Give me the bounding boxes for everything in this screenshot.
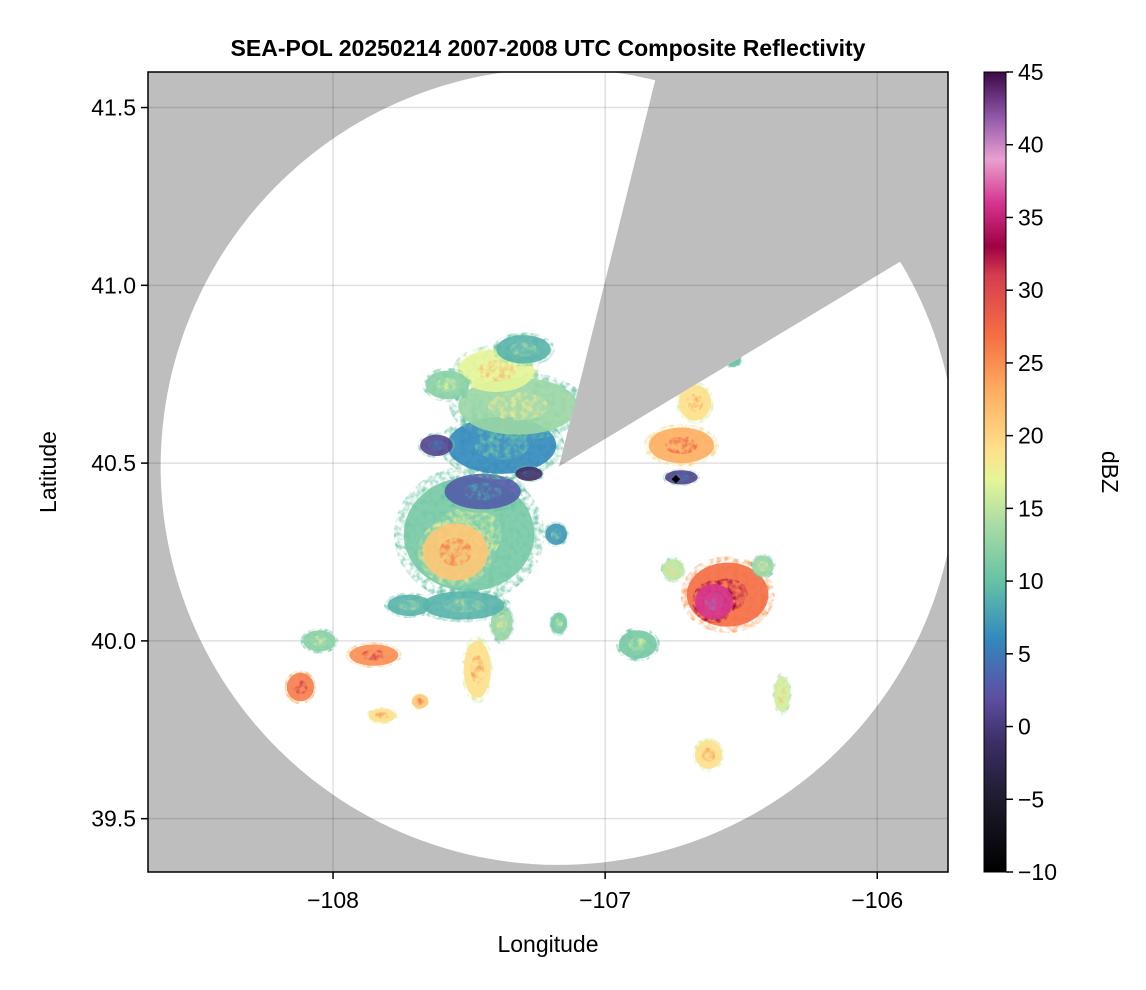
echo-cell bbox=[366, 707, 398, 725]
echo-core bbox=[463, 482, 502, 501]
colorbar-tick-label: 35 bbox=[1018, 204, 1044, 230]
y-tick-label: 39.5 bbox=[91, 806, 136, 832]
echo-cell bbox=[549, 610, 569, 636]
colorbar-label: dBZ bbox=[1097, 451, 1123, 493]
colorbar-tick-label: 45 bbox=[1018, 59, 1044, 85]
echo-core bbox=[665, 436, 698, 455]
echo-cell bbox=[750, 553, 776, 580]
reflectivity-echoes bbox=[284, 332, 792, 772]
echo-cell bbox=[345, 642, 403, 668]
y-tick-label: 41.0 bbox=[91, 272, 136, 298]
colorbar-tick-label: −10 bbox=[1018, 859, 1057, 885]
colorbar-tick-label: 40 bbox=[1018, 132, 1044, 158]
echo-core bbox=[701, 747, 716, 762]
plot-frame bbox=[147, 71, 949, 873]
echo-cell bbox=[662, 468, 701, 486]
x-tick-label: −106 bbox=[851, 887, 903, 913]
echo-core bbox=[757, 560, 769, 572]
echo-core bbox=[361, 649, 387, 661]
echo-core bbox=[777, 685, 787, 704]
y-axis-ticks: 39.5 40.0 40.5 41.0 41.5 bbox=[91, 95, 148, 832]
colorbar-gradient bbox=[983, 71, 1007, 873]
y-tick-label: 40.0 bbox=[91, 628, 136, 654]
echo-core bbox=[436, 377, 459, 392]
echo-cell bbox=[284, 670, 317, 705]
echo-cell bbox=[422, 367, 473, 402]
y-tick-label: 40.5 bbox=[91, 450, 136, 476]
colorbar-tick-label: 0 bbox=[1018, 714, 1031, 740]
y-tick-label: 41.5 bbox=[91, 95, 136, 121]
echo-core bbox=[311, 635, 328, 647]
colorbar-tick-label: 20 bbox=[1018, 423, 1044, 449]
colorbar-tick-label: 10 bbox=[1018, 568, 1044, 594]
echo-core bbox=[398, 600, 421, 611]
colorbar-ticks: −10 −5 0 5 10 15 20 25 30 35 40 45 bbox=[1006, 59, 1057, 885]
echo-core bbox=[470, 655, 485, 684]
echo-cell bbox=[615, 627, 660, 662]
echo-cell bbox=[692, 737, 725, 772]
echo-core bbox=[443, 598, 485, 613]
echo-cell bbox=[543, 521, 569, 548]
echo-cell bbox=[438, 470, 527, 513]
echo-core bbox=[416, 697, 425, 705]
echo-cell bbox=[461, 635, 493, 704]
echo-cell bbox=[513, 465, 545, 483]
echo-cell bbox=[643, 424, 719, 467]
echo-core bbox=[509, 342, 538, 357]
colorbar-tick-label: −5 bbox=[1018, 786, 1044, 812]
y-axis-label: Latitude bbox=[35, 431, 61, 513]
echo-core bbox=[550, 528, 562, 540]
echo-cell bbox=[676, 381, 714, 424]
echo-core bbox=[496, 614, 508, 632]
echo-core bbox=[439, 537, 472, 567]
echo-cell bbox=[492, 332, 555, 367]
echo-cell bbox=[416, 588, 511, 623]
radar-site-marker bbox=[671, 474, 681, 484]
colorbar-tick-label: 5 bbox=[1018, 641, 1031, 667]
echo-cell bbox=[772, 672, 792, 716]
colorbar-tick-label: 30 bbox=[1018, 277, 1044, 303]
echo-cell bbox=[417, 432, 456, 459]
echo-core bbox=[428, 440, 445, 451]
echo-core bbox=[522, 470, 536, 478]
echo-core bbox=[375, 712, 389, 720]
chart-title: SEA-POL 20250214 2007-2008 UTC Composite… bbox=[231, 35, 866, 61]
echo-core bbox=[628, 637, 648, 652]
echo-core bbox=[554, 617, 563, 629]
echo-core bbox=[488, 392, 548, 421]
x-axis-ticks: −108 −107 −106 bbox=[307, 872, 903, 913]
echo-cell bbox=[300, 628, 339, 654]
x-axis-label: Longitude bbox=[497, 931, 598, 957]
colorbar-tick-label: 15 bbox=[1018, 495, 1044, 521]
echo-core bbox=[477, 360, 516, 382]
echo-core bbox=[667, 564, 679, 576]
echo-core bbox=[293, 680, 308, 695]
echo-cell bbox=[692, 580, 736, 624]
x-tick-label: −108 bbox=[307, 887, 359, 913]
echo-core bbox=[686, 393, 704, 412]
colorbar-tick-label: 25 bbox=[1018, 350, 1044, 376]
x-tick-label: −107 bbox=[579, 887, 631, 913]
echo-cell bbox=[410, 692, 430, 710]
echo-cell bbox=[417, 517, 494, 587]
echo-core bbox=[704, 592, 724, 611]
echo-cell bbox=[660, 556, 686, 583]
colorbar: −10 −5 0 5 10 15 20 25 30 35 40 45 dBZ bbox=[983, 59, 1123, 885]
